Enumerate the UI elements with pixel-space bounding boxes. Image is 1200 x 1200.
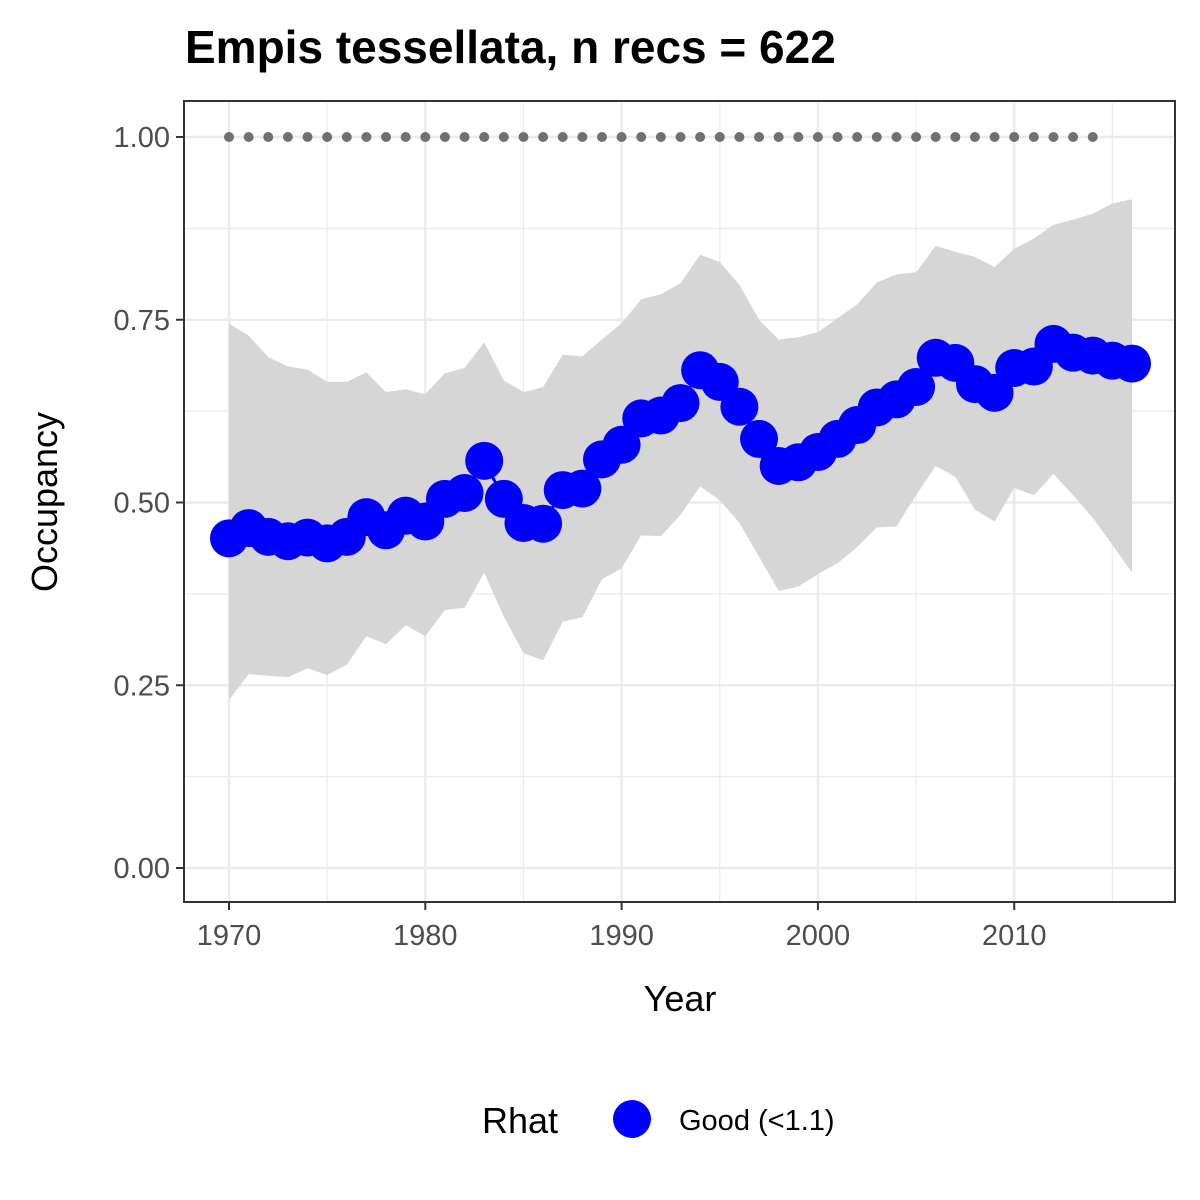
rhat-dot bbox=[479, 132, 490, 142]
rhat-dot bbox=[263, 132, 274, 142]
axis-ticks: 0.00 0.25 0.50 0.75 1.00 1970 1980 1990 2000 2010 bbox=[114, 122, 1047, 952]
rhat-dot bbox=[832, 132, 843, 142]
rhat-dot bbox=[969, 132, 980, 142]
rhat-dot bbox=[950, 132, 961, 142]
rhat-dot bbox=[518, 132, 529, 142]
rhat-dot bbox=[812, 132, 823, 142]
rhat-dot bbox=[400, 132, 411, 142]
rhat-dot bbox=[616, 132, 627, 142]
x-tick-label: 1970 bbox=[197, 920, 262, 952]
rhat-dot bbox=[636, 132, 647, 142]
data-point bbox=[445, 473, 484, 512]
data-point bbox=[563, 469, 602, 508]
rhat-dot bbox=[1068, 132, 1079, 142]
rhat-dot bbox=[439, 132, 450, 142]
rhat-dot bbox=[459, 132, 470, 142]
data-point bbox=[465, 441, 504, 480]
rhat-dot bbox=[224, 132, 234, 142]
rhat-dot bbox=[734, 132, 745, 142]
ci-ribbon bbox=[229, 199, 1132, 700]
x-tick-label: 2000 bbox=[786, 920, 851, 952]
rhat-dot bbox=[891, 132, 902, 142]
rhat-dot bbox=[930, 132, 941, 142]
rhat-dot bbox=[675, 132, 686, 142]
rhat-dot bbox=[793, 132, 804, 142]
rhat-dot bbox=[596, 132, 607, 142]
rhat-dot bbox=[1048, 132, 1059, 142]
rhat-dot bbox=[498, 132, 509, 142]
y-tick-label: 0.75 bbox=[114, 305, 170, 337]
rhat-dot bbox=[1009, 132, 1020, 142]
x-axis-title: Year bbox=[644, 978, 717, 1019]
y-tick-label: 0.25 bbox=[114, 670, 170, 702]
legend-label-good: Good (<1.1) bbox=[679, 1105, 835, 1137]
rhat-dot bbox=[243, 132, 254, 142]
rhat-dot bbox=[538, 132, 549, 142]
x-tick-label: 1980 bbox=[393, 920, 458, 952]
credible-interval-band bbox=[229, 199, 1132, 700]
rhat-dot bbox=[1087, 132, 1098, 142]
rhat-dot bbox=[773, 132, 784, 142]
data-point bbox=[720, 387, 759, 426]
rhat-dot bbox=[341, 132, 352, 142]
legend-title: Rhat bbox=[482, 1100, 558, 1141]
rhat-dot bbox=[871, 132, 882, 142]
data-point bbox=[602, 425, 641, 464]
rhat-dot bbox=[852, 132, 863, 142]
rhat-dot bbox=[361, 132, 372, 142]
rhat-dot bbox=[655, 132, 666, 142]
rhat-dot bbox=[695, 132, 706, 142]
legend: Rhat Good (<1.1) bbox=[482, 1100, 835, 1141]
y-tick-label: 0.50 bbox=[114, 488, 170, 520]
rhat-dot bbox=[754, 132, 765, 142]
rhat-dot bbox=[577, 132, 588, 142]
rhat-dot bbox=[420, 132, 431, 142]
rhat-dot bbox=[989, 132, 1000, 142]
y-axis-title: Occupancy bbox=[24, 412, 65, 592]
chart-title: Empis tessellata, n recs = 622 bbox=[185, 21, 836, 73]
rhat-dot bbox=[557, 132, 568, 142]
rhat-dot bbox=[322, 132, 333, 142]
data-point bbox=[740, 419, 779, 458]
rhat-dot bbox=[381, 132, 392, 142]
rhat-dot bbox=[1028, 132, 1039, 142]
y-tick-label: 1.00 bbox=[114, 122, 170, 154]
rhat-dot bbox=[282, 132, 293, 142]
data-point bbox=[1113, 344, 1151, 383]
legend-key-good bbox=[613, 1100, 651, 1138]
x-tick-label: 1990 bbox=[589, 920, 654, 952]
occupancy-series bbox=[210, 324, 1151, 563]
data-point bbox=[524, 504, 563, 543]
y-tick-label: 0.00 bbox=[114, 853, 170, 885]
data-point bbox=[897, 368, 936, 407]
x-tick-label: 2010 bbox=[982, 920, 1047, 952]
rhat-dot bbox=[714, 132, 725, 142]
data-point bbox=[661, 384, 700, 423]
rhat-dot bbox=[302, 132, 313, 142]
rhat-marker-dots bbox=[224, 132, 1098, 142]
rhat-dot bbox=[911, 132, 922, 142]
